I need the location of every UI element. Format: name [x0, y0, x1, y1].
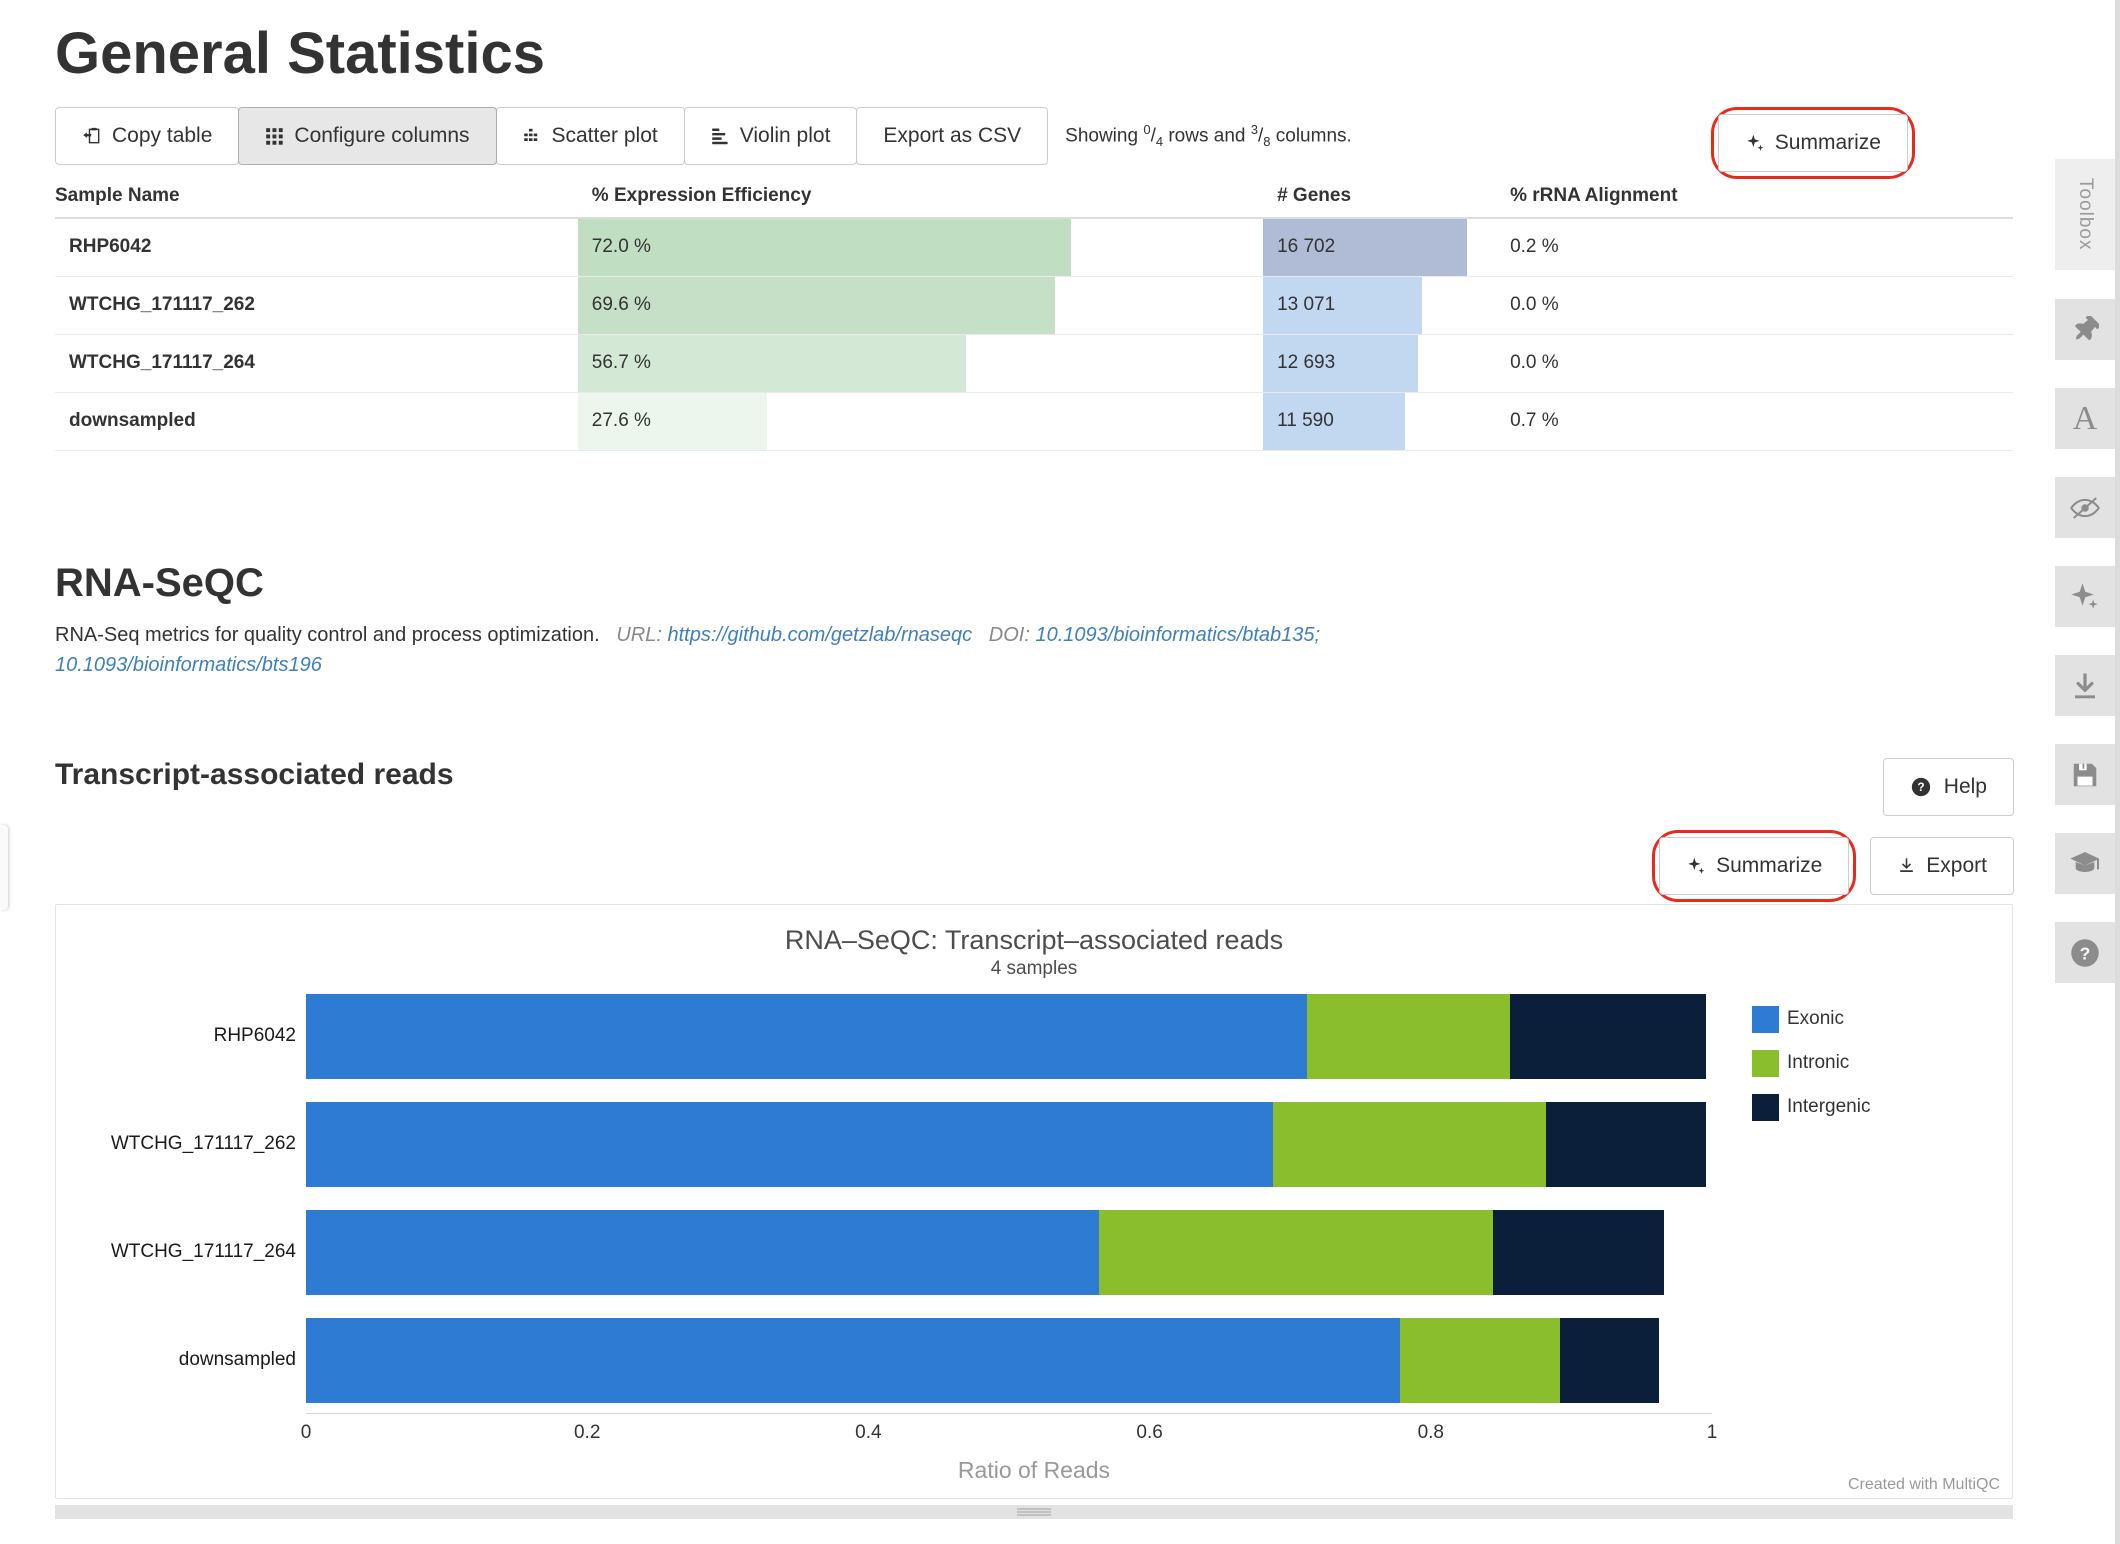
svg-text:?: ?	[1917, 780, 1924, 794]
svg-text:?: ?	[2080, 943, 2091, 963]
